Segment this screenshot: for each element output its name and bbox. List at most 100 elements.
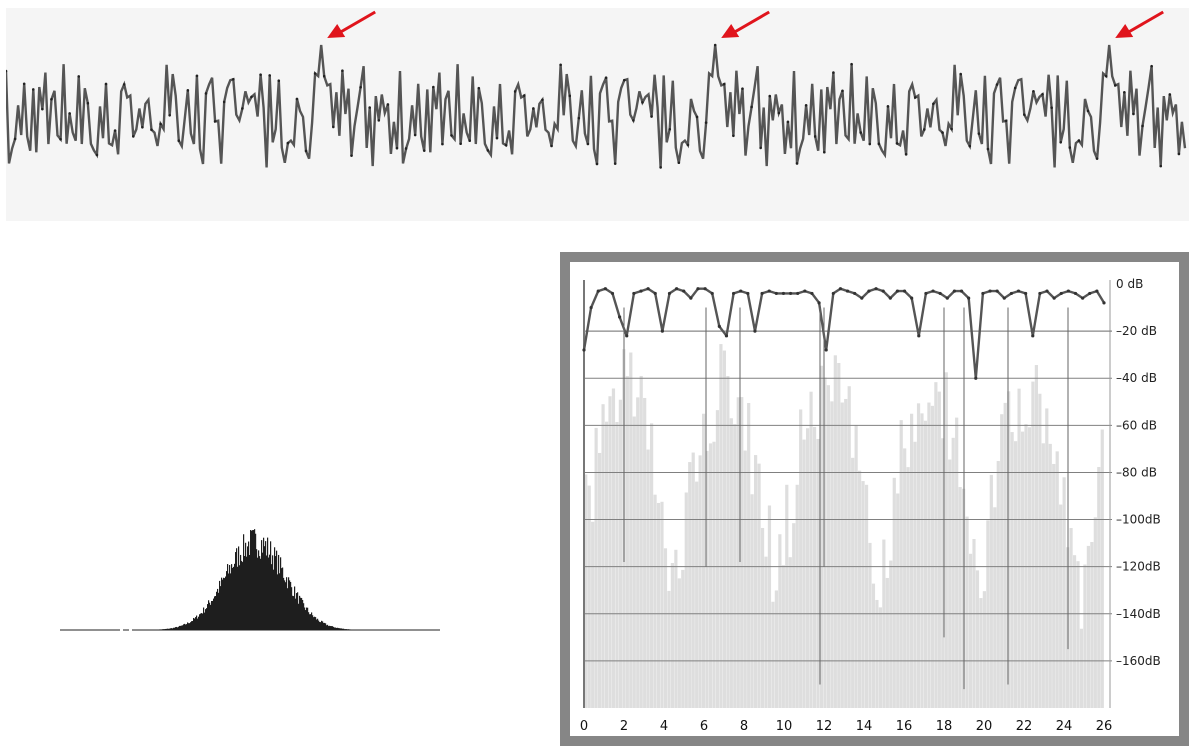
histogram-bar [210,604,212,630]
envelope-point [646,287,650,291]
histogram-bar [175,627,177,630]
envelope-point [845,289,850,293]
envelope-point [860,296,864,300]
histogram-bar [330,626,332,630]
y-tick-label: –140dB [1116,607,1161,621]
spectrum-bar [955,417,959,708]
spectrum-bar [906,467,910,708]
histogram-bar [170,628,172,630]
spectrum-bar [948,459,952,708]
envelope-point [689,296,693,300]
spectrum-bar [844,398,848,708]
waveform-sample-point [713,43,717,47]
spectrum-bar [1097,467,1101,708]
histogram-bar [173,627,175,630]
envelope-point [874,287,878,291]
waveform-sample-point [332,125,335,129]
histogram-bar [159,629,161,630]
spectrum-bar [601,404,605,708]
spectrum-bar [951,437,955,708]
spectrum-bar [708,443,713,708]
spectrum-bar [1031,381,1035,708]
histogram-bar [235,552,237,630]
waveform-sample-point [659,166,662,169]
waveform-sample-point [222,100,226,104]
spectrum-bar [861,481,865,708]
histogram-bar [245,542,247,630]
histogram-bar [267,537,269,630]
histogram-bar [197,618,199,630]
envelope-point [603,287,607,291]
histogram-bar [172,628,174,630]
envelope-point [867,289,871,293]
spectrum-bar [875,599,879,708]
spectrum-bar [705,450,709,708]
histogram-bar [162,629,164,630]
spectrum-bar [923,420,928,708]
spectrum-bar [1093,517,1097,708]
histogram-bar [320,622,322,630]
histogram-bar [269,554,271,630]
histogram-bar [298,603,300,630]
envelope-point [881,289,885,293]
spectrum-bar [930,405,934,708]
spectrum-bar [965,516,969,708]
waveform-sample-point [795,162,799,165]
waveform-sample-point [986,147,990,151]
waveform-sample-point [550,144,553,148]
waveform-sample-point [350,154,353,157]
spectrum-bar [743,450,747,708]
histogram-bar [275,556,277,630]
histogram-bar [183,624,185,630]
histogram-bar [299,595,301,630]
histogram-bar [277,574,279,630]
spectrum-bar [979,598,983,708]
envelope-point [1102,301,1106,305]
waveform-sample-point [259,73,262,76]
spectrum-bar [975,570,980,708]
spectrum-bar [851,457,855,708]
spectrum-bar [788,557,792,708]
histogram-bar [312,615,314,630]
spectrum-bar [750,494,754,708]
waveform-sample-point [1141,124,1144,128]
histogram-bar [223,577,225,630]
waveform-sample-point [213,120,217,123]
spectrum-bar [871,583,876,708]
waveform-sample-point [650,115,653,118]
histogram-bar [192,621,194,630]
histogram-bar [225,576,227,630]
waveform-line [6,44,1187,168]
histogram-bar [316,619,318,630]
histogram-bar [343,628,345,630]
waveform-sample-point [504,143,508,147]
waveform-sample-point [413,133,417,137]
envelope-point [774,291,778,296]
waveform-sample-point [832,71,835,74]
spectrum-bar [1062,477,1066,708]
spectrum-bar [611,388,616,708]
waveform-sample-point [786,120,790,124]
histogram-bar [255,533,257,630]
envelope-point [618,315,622,319]
envelope-point [1016,289,1021,293]
waveform-sample-point [241,107,244,110]
envelope-point [924,291,928,296]
histogram-bar [236,548,238,630]
y-tick-label: –20 dB [1116,324,1157,338]
histogram-bar [280,557,282,630]
histogram-bar [350,629,352,630]
histogram-bar [229,565,231,630]
envelope-point [1081,296,1085,300]
x-tick-label: 8 [740,719,748,734]
spectrum-bar [934,382,938,708]
histogram-bar [292,595,294,630]
spectrum-bar [1007,391,1011,708]
spectrum-bar [968,553,973,708]
histogram-bar [196,615,198,630]
waveform-sample-point [932,102,935,106]
spectrum-bar [830,401,834,708]
spectrum-bar [722,350,726,708]
waveform-sample-point [1132,112,1135,116]
histogram-bar [253,530,255,630]
